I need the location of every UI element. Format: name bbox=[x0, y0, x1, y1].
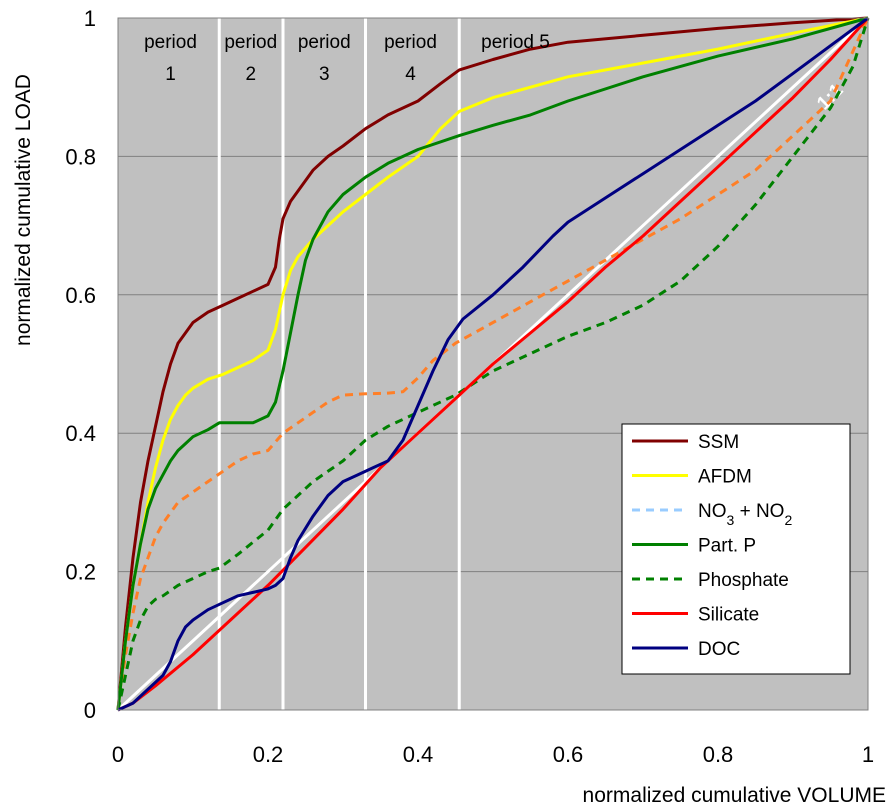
series-group bbox=[116, 16, 870, 712]
y-axis-title: normalized cumulative LOAD bbox=[12, 74, 35, 346]
period-label-4: period bbox=[384, 32, 437, 53]
y-tick-label-1: 0.2 bbox=[65, 560, 96, 585]
series-line-6 bbox=[117, 16, 869, 712]
legend-label-3: Part. P bbox=[698, 536, 756, 557]
x-tick-label-4: 0.8 bbox=[703, 742, 734, 767]
tick-labels: 0 0.2 0.4 0.6 0.8 1 0 0.2 0.4 0.6 0.8 1 bbox=[65, 6, 874, 767]
period-label-3: period bbox=[298, 32, 351, 53]
period-number-1: 1 bbox=[165, 64, 176, 85]
period-number-2: 2 bbox=[245, 64, 256, 85]
y-tick-label-4: 0.8 bbox=[65, 144, 96, 169]
plot-border bbox=[117, 17, 869, 711]
y-tick-label-3: 0.6 bbox=[65, 283, 96, 308]
x-tick-label-5: 1 bbox=[862, 742, 874, 767]
series-line-3 bbox=[116, 16, 869, 711]
legend-label-0: SSM bbox=[698, 432, 739, 453]
period-number-3: 3 bbox=[319, 64, 330, 85]
series-line-5 bbox=[117, 16, 870, 712]
legend-label-1: AFDM bbox=[698, 467, 752, 488]
legend-box bbox=[621, 423, 851, 675]
series-line-0 bbox=[116, 16, 869, 711]
series-line-1 bbox=[116, 16, 869, 711]
legend-label-2: NO3 + NO2 bbox=[698, 501, 792, 528]
legend-label-6: DOC bbox=[698, 639, 740, 660]
y-tick-label-0: 0 bbox=[84, 698, 96, 723]
period-labels: period 1 period 2 period 3 period 4 period 5 bbox=[144, 32, 550, 85]
legend: SSM AFDM NO3 + NO2 Part. P Phosphate Silicate… bbox=[621, 423, 851, 675]
x-tick-label-0: 0 bbox=[112, 742, 124, 767]
y-tick-label-5: 1 bbox=[84, 6, 96, 31]
period-label-1: period bbox=[144, 32, 197, 53]
period-label-2: period bbox=[224, 32, 277, 53]
x-axis-title: normalized cumulative VOLUME bbox=[583, 784, 886, 807]
x-tick-label-3: 0.6 bbox=[553, 742, 584, 767]
series-line-4 bbox=[116, 17, 870, 711]
period-label-5: period 5 bbox=[481, 32, 550, 53]
period-number-4: 4 bbox=[405, 64, 416, 85]
legend-label-4: Phosphate bbox=[698, 570, 789, 591]
y-tick-label-2: 0.4 bbox=[65, 421, 96, 446]
x-tick-label-1: 0.2 bbox=[253, 742, 284, 767]
legend-label-5: Silicate bbox=[698, 605, 759, 626]
x-tick-label-2: 0.4 bbox=[403, 742, 434, 767]
